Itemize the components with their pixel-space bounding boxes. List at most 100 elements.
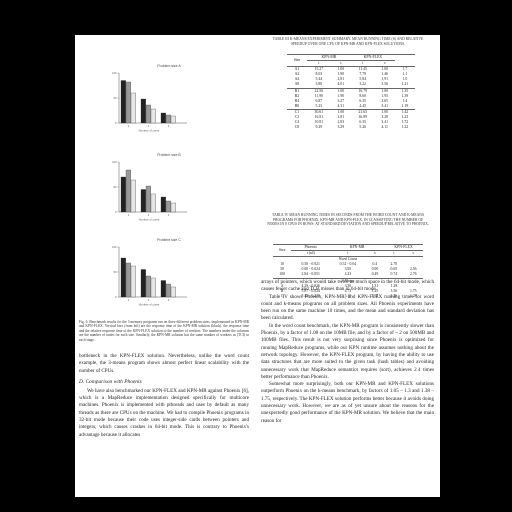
header-kpn-flex: KPN-FLEX bbox=[350, 54, 395, 62]
table-cell: A bbox=[280, 283, 284, 288]
table-cell: B8 bbox=[294, 103, 300, 108]
table-cell: 3.27 bbox=[337, 98, 345, 103]
table-cell: 1.39 bbox=[401, 93, 409, 98]
paper-page: Problem size A 0 50 100 1 2 4 Number of cores P… bbox=[75, 35, 440, 497]
header-s: s bbox=[412, 251, 415, 256]
header-t: t bbox=[318, 61, 320, 66]
table-row: C1 30.61 1.00 21.63 1.00 1.42 bbox=[287, 108, 415, 116]
table-cell: 1.75 bbox=[409, 288, 417, 293]
bar bbox=[165, 283, 171, 298]
bar bbox=[130, 179, 136, 213]
table-cell: 2.84 - 0.051 bbox=[301, 272, 320, 277]
table-cell: 1.81 bbox=[337, 115, 345, 120]
table-cell: 0.00 bbox=[371, 267, 379, 272]
table-cell: 5.19 bbox=[344, 293, 352, 298]
bar bbox=[160, 196, 166, 213]
table-cell: 3.41 bbox=[381, 120, 389, 125]
right-column: arrays of pointers, which would take twi… bbox=[261, 279, 434, 425]
table-row: 50 0.00 - 0.024 3.95 0.00 0.65 2.56 bbox=[273, 267, 423, 272]
table-cell: 3.56 bbox=[381, 82, 389, 87]
x-tick-label: 2 bbox=[148, 213, 150, 217]
chart-svg: Problem size B 0 50 100 1 2 4 Number of cores bbox=[112, 153, 187, 222]
table-row: A 4.29 - 0.026 3.30 1.31 1.29 bbox=[273, 284, 423, 289]
table-cell: 1.72 bbox=[401, 120, 409, 125]
table-cell: 5.44 bbox=[315, 77, 323, 82]
x-axis-label: Number of cores bbox=[139, 218, 160, 222]
x-tick-label: 2 bbox=[148, 298, 150, 302]
bar bbox=[130, 265, 136, 298]
y-tick-label: 50 bbox=[114, 185, 117, 189]
bar bbox=[140, 189, 146, 213]
table-cell: 1.1 bbox=[402, 72, 408, 77]
table-cell: C bbox=[280, 293, 284, 298]
table-cell: 1.00 bbox=[330, 87, 351, 94]
table-cell: 10.81 bbox=[314, 120, 324, 125]
table-row: C4 10.81 2.83 6.35 3.41 1.72 bbox=[287, 120, 415, 125]
chart-svg: Problem size C 0 50 100 1 2 4 Number of cores bbox=[112, 238, 187, 307]
y-tick-label: 0 bbox=[115, 121, 117, 125]
bar bbox=[150, 193, 156, 213]
table4: Size Phoenix KPN-MR KPN-FLEX t (sd) t s … bbox=[273, 244, 423, 299]
table-cell: 5.26 bbox=[359, 125, 367, 130]
header-t: t bbox=[393, 251, 395, 256]
table-section-row: k-Means bbox=[273, 277, 423, 284]
left-paragraph-2: We have also benchmarked our KPN-FLEX an… bbox=[79, 387, 249, 438]
bar bbox=[170, 202, 176, 213]
header-kpn-mr: KPN-MR bbox=[330, 244, 385, 252]
table-cell: 4.01 bbox=[337, 82, 345, 87]
table-cell: 30.61 bbox=[306, 108, 331, 116]
table-row: A4 5.44 2.81 5.84 1.91 1.0 bbox=[287, 77, 415, 82]
table-cell: 2.81 bbox=[337, 77, 345, 82]
table-cell: 1.0 bbox=[402, 77, 408, 82]
table-cell: 4.26 bbox=[390, 293, 398, 298]
table-row: A1 15.27 1.00 11.45 1.00 1.7 bbox=[287, 67, 415, 73]
table-cell: 0.49 bbox=[371, 272, 379, 277]
table-cell: 5.87 - 0.024 bbox=[301, 288, 320, 293]
header-kpn-flex: KPN-FLEX bbox=[384, 244, 423, 252]
table-cell: 6.35 bbox=[359, 120, 367, 125]
table-cell: 2.70 bbox=[390, 262, 398, 267]
bar bbox=[140, 269, 146, 298]
table3-body: A1 15.27 1.00 11.45 1.00 1.7 A2 8.03 1.90 7.79 1.4… bbox=[287, 67, 415, 131]
bar bbox=[120, 176, 126, 213]
bar bbox=[160, 280, 166, 298]
header-kpn-mr: KPN-MR bbox=[306, 54, 351, 62]
bar bbox=[165, 114, 171, 124]
x-tick-label: 4 bbox=[168, 298, 170, 302]
table-cell: A8 bbox=[294, 82, 300, 87]
table-cell: 100 bbox=[279, 272, 285, 277]
table-cell: B1 bbox=[287, 87, 307, 94]
table-row: A8 3.80 4.01 3.22 3.56 1.21 bbox=[287, 82, 415, 88]
table-cell: 1.23 bbox=[401, 115, 409, 120]
x-tick-label: 4 bbox=[168, 213, 170, 217]
y-tick-label: 0 bbox=[115, 295, 117, 299]
table-row: B2 11.90 1.90 8.60 1.95 1.39 bbox=[287, 94, 415, 99]
x-tick-label: 4 bbox=[168, 124, 170, 128]
table-cell: 1.35 bbox=[394, 87, 415, 94]
bar bbox=[125, 262, 131, 298]
header-s: s bbox=[383, 61, 386, 66]
table-cell: 0.00 - 0.024 bbox=[301, 267, 320, 272]
table-cell: 5.84 bbox=[359, 77, 367, 82]
table-cell: 1.7 bbox=[402, 67, 408, 72]
table-cell: 0.4 bbox=[372, 262, 378, 267]
table-row: 100 2.84 - 0.051 4.23 0.49 0.74 2.76 bbox=[273, 272, 423, 278]
table3: Size KPN-MR KPN-FLEX t s t s A1 15.27 1.00… bbox=[287, 54, 415, 130]
header-s: s bbox=[340, 61, 342, 66]
table-cell: 3.56 bbox=[390, 288, 398, 293]
bar bbox=[125, 169, 131, 213]
header-t: t bbox=[347, 251, 349, 256]
table-cell: 1.05 bbox=[371, 293, 379, 298]
bar bbox=[170, 286, 176, 298]
table-cell: 1.42 bbox=[394, 108, 415, 116]
table-cell: A2 bbox=[294, 72, 300, 77]
table3-caption: TABLE III K-MEANS EXPERIMENT SUMMARY. ME… bbox=[272, 37, 424, 46]
table-cell: 1.28 bbox=[381, 115, 389, 120]
table-cell: 3.41 bbox=[381, 103, 389, 108]
y-tick-label: 100 bbox=[112, 71, 117, 75]
y-tick-label: 50 bbox=[114, 270, 117, 274]
bar bbox=[150, 108, 156, 124]
table-cell: 3.80 bbox=[315, 82, 323, 87]
table-row: B8 5.23 4.31 4.45 3.41 1.19 bbox=[287, 104, 415, 110]
table-cell: C1 bbox=[287, 108, 307, 116]
